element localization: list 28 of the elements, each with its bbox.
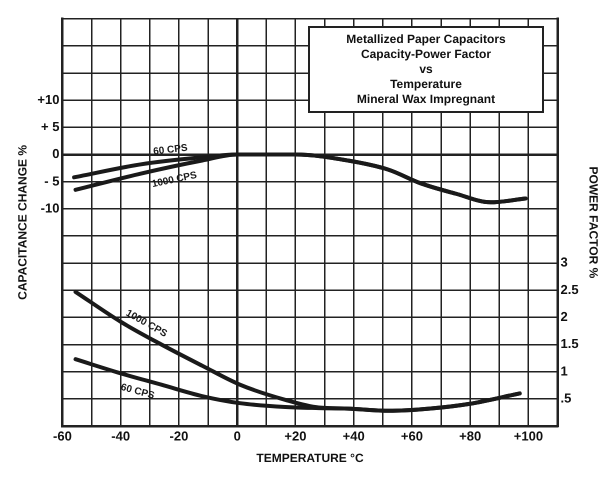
text: 60 CPS: [152, 142, 188, 158]
text: 1000 CPS: [150, 170, 198, 190]
x-tick-label: +60: [400, 428, 423, 444]
text: 1000 CPS: [124, 308, 170, 340]
x-tick-label: +40: [342, 428, 365, 444]
y-axis-title: CAPACITANCE CHANGE %: [16, 144, 30, 300]
y2-axis-title: POWER FACTOR %: [586, 166, 600, 279]
title-frame: Metallized Paper Capacitors Capacity-Power Factor vs Temperature Mineral Wax Impregnant: [308, 26, 544, 113]
y2-tick-label: 2: [560, 308, 568, 324]
y2-tick-label: 2.5: [560, 282, 579, 297]
x-tick-label: -20: [170, 428, 188, 444]
x-tick-label: 0: [234, 428, 241, 444]
y-tick-label: +10: [37, 92, 60, 107]
x-tick-label: -40: [111, 428, 130, 444]
x-tick-label: +20: [284, 428, 306, 444]
y-tick-label: -10: [40, 200, 60, 216]
y-tick-label: + 5: [41, 118, 60, 134]
x-axis-title: TEMPERATURE °C: [256, 451, 364, 466]
x-tick-label: +80: [459, 428, 482, 444]
y2-tick-label: 3: [560, 254, 568, 270]
text: 60 CPS: [119, 382, 156, 402]
x-tick-label: -60: [53, 428, 72, 444]
y2-tick-label: 1.5: [560, 336, 579, 352]
y-tick-label: 0: [52, 146, 60, 162]
y2-tick-label: .5: [560, 390, 572, 406]
x-tick-label: +100: [514, 428, 544, 444]
y2-tick-label: 1: [560, 363, 568, 378]
y-tick-label: - 5: [44, 173, 60, 188]
